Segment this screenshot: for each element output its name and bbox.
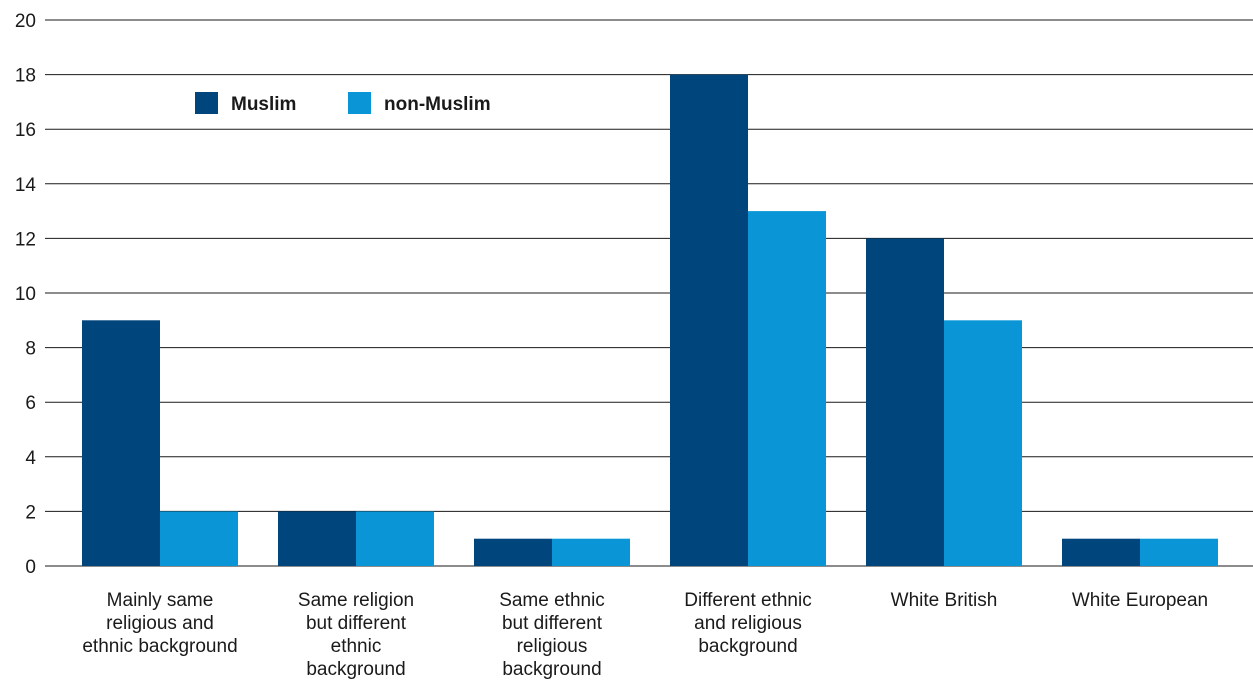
y-tick-label: 18 [15, 66, 36, 87]
y-tick-label: 2 [25, 502, 36, 523]
category-label-line: but different [502, 613, 603, 634]
category-label-line: White British [891, 590, 998, 611]
category-label: Different ethnic and religious background [684, 590, 811, 657]
bar-non-muslim-3 [748, 211, 826, 566]
y-tick-label: 10 [15, 284, 36, 305]
category-label-line: background [698, 636, 797, 657]
y-tick-label: 4 [25, 448, 36, 469]
y-axis-ticks: 0 2 4 6 8 10 12 14 16 18 20 [15, 11, 37, 578]
gridlines [45, 19, 1253, 567]
y-tick-label: 6 [25, 393, 36, 414]
y-tick-label: 8 [25, 339, 36, 360]
category-label-line: White European [1072, 590, 1208, 611]
category-label-line: religious [517, 636, 588, 657]
y-tick-label: 12 [15, 229, 36, 250]
category-label-line: Same ethnic [499, 590, 605, 611]
legend-label: Muslim [231, 94, 296, 115]
y-tick-label: 20 [15, 11, 36, 32]
bar-non-muslim-4 [944, 320, 1022, 566]
bar-muslim-2 [474, 538, 552, 566]
category-label-line: Mainly same [107, 590, 214, 611]
category-label: Same religion but different ethnic backgrou… [298, 590, 414, 680]
bars [82, 74, 1218, 566]
bar-non-muslim-0 [160, 511, 238, 566]
bar-muslim-1 [278, 511, 356, 566]
legend-swatch [348, 92, 371, 114]
category-label-line: Different ethnic [684, 590, 811, 611]
bar-muslim-5 [1062, 538, 1140, 566]
category-label: White British [891, 590, 998, 611]
category-label-line: and religious [694, 613, 802, 634]
category-label-line: Same religion [298, 590, 414, 611]
y-tick-label: 14 [15, 175, 37, 196]
bar-non-muslim-5 [1140, 538, 1218, 566]
category-label-line: background [306, 659, 405, 680]
category-label-line: background [502, 659, 601, 680]
category-label-line: but different [306, 613, 407, 634]
category-label: Same ethnic but different religious backgro… [499, 590, 605, 680]
y-tick-label: 0 [25, 557, 36, 578]
category-label: White European [1072, 590, 1208, 611]
category-label-line: religious and [106, 613, 214, 634]
bar-non-muslim-1 [356, 511, 434, 566]
bar-non-muslim-2 [552, 538, 630, 566]
bar-muslim-0 [82, 320, 160, 566]
category-label-line: ethnic background [82, 636, 237, 657]
bar-muslim-3 [670, 74, 748, 566]
category-labels: Mainly same religious and ethnic backgroun… [82, 590, 1208, 680]
bar-muslim-4 [866, 238, 944, 566]
legend: Muslim non-Muslim [195, 92, 491, 115]
legend-label: non-Muslim [384, 94, 491, 115]
category-label-line: ethnic [331, 636, 382, 657]
legend-swatch [195, 92, 218, 114]
y-tick-label: 16 [15, 120, 36, 141]
category-label: Mainly same religious and ethnic backgroun… [82, 590, 237, 657]
